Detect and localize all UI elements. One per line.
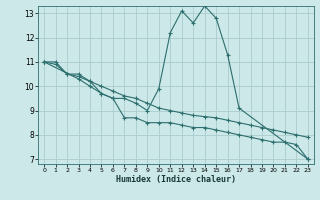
X-axis label: Humidex (Indice chaleur): Humidex (Indice chaleur) (116, 175, 236, 184)
